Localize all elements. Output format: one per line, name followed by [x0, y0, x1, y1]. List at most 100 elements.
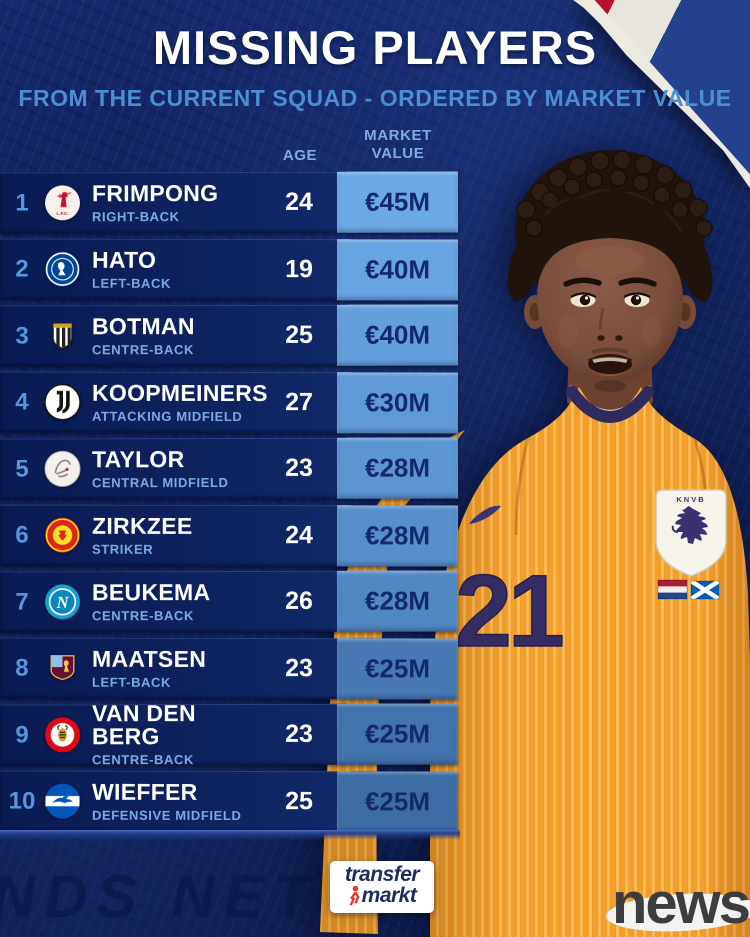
player-age: 23 — [285, 453, 313, 482]
player-age: 25 — [285, 786, 313, 815]
ajax-badge-icon — [44, 450, 81, 487]
table-row: 4 KOOPMEINERS ATTACKING MIDFIELD 27 €30M — [0, 371, 459, 433]
column-header-market-value: MARKET VALUE — [364, 127, 432, 162]
player-info: KOOPMEINERS ATTACKING MIDFIELD — [81, 378, 268, 424]
player-name: MAATSEN — [91, 644, 207, 671]
transfermarkt-logo: transfer markt — [330, 861, 434, 913]
player-info: TAYLOR CENTRAL MIDFIELD — [81, 445, 261, 490]
nike-swoosh-icon — [469, 505, 501, 524]
player-age: 24 — [285, 187, 313, 216]
brentford-badge-icon — [44, 716, 81, 753]
svg-text:L.F.C.: L.F.C. — [56, 211, 68, 216]
market-value-cell: €25M — [336, 637, 459, 699]
player-age: 23 — [285, 653, 313, 682]
player-age: 24 — [285, 520, 313, 549]
player-photo: 21 KNVB — [280, 140, 750, 937]
hair-twists — [516, 150, 713, 237]
player-info: FRIMPONG RIGHT-BACK — [81, 179, 261, 224]
market-value-cell: €25M — [336, 770, 459, 832]
table-row: 7 N BEUKEMA CENTRE-BACK 26 €28M — [0, 570, 459, 633]
table-bottom-edge — [0, 830, 460, 840]
napoli-badge-icon: N — [44, 583, 81, 620]
svg-text:KNVB: KNVB — [676, 495, 705, 504]
player-position: CENTRAL MIDFIELD — [92, 474, 229, 490]
brighton-badge-icon — [44, 782, 81, 819]
market-value-cell: €45M — [336, 171, 459, 233]
player-name: FRIMPONG — [91, 179, 219, 206]
player-info: BEUKEMA CENTRE-BACK — [81, 579, 261, 623]
aston-villa-badge-icon — [44, 649, 81, 686]
player-age: 25 — [285, 320, 313, 349]
player-info: BOTMAN CENTRE-BACK — [81, 312, 261, 357]
player-name: BOTMAN — [91, 312, 195, 339]
table-row: 3 BOTMAN CENTRE-BACK 25 €40M — [0, 304, 459, 367]
liverpool-badge-icon: L.F.C. — [44, 184, 81, 221]
table-row: 10 WIEFFER DEFENSIVE MIDFIELD 25 €25M — [0, 770, 459, 832]
watermark-text: NDS NET — [0, 863, 319, 930]
netherlands-flag-icon — [657, 579, 688, 600]
rank-number: 5 — [15, 454, 29, 482]
player-position: CENTRE-BACK — [92, 341, 194, 357]
player-name: TAYLOR — [91, 445, 185, 472]
rank-number: 1 — [15, 188, 29, 216]
table-row: 5 TAYLOR CENTRAL MIDFIELD 23 €28M — [0, 437, 459, 500]
chelsea-badge-icon — [44, 250, 81, 287]
transfermarkt-logo-text-top: transfer — [344, 863, 420, 886]
player-name: WIEFFER — [91, 777, 198, 804]
market-value-cell: €28M — [336, 570, 459, 632]
player-name: VAN DEN BERG — [91, 700, 196, 750]
man-united-badge-icon — [44, 516, 81, 553]
table-row: 9 VAN DEN BERG CENTRE-BACK 23 €25M — [0, 700, 459, 767]
players-table: 1 L.F.C. FRIMPONG RIGHT-BACK 24 €45M 2 H… — [0, 171, 459, 837]
player-position: RIGHT-BACK — [92, 208, 180, 224]
newcastle-badge-icon — [44, 317, 81, 354]
scotland-flag-icon — [690, 580, 720, 600]
player-age: 23 — [285, 719, 313, 748]
rank-number: 6 — [15, 520, 29, 548]
player-head — [507, 150, 713, 392]
player-age: 19 — [285, 254, 313, 283]
player-name: KOOPMEINERS — [91, 378, 268, 406]
rank-number: 9 — [15, 720, 29, 748]
market-value-cell: €28M — [336, 437, 459, 499]
player-position: DEFENSIVE MIDFIELD — [91, 806, 242, 823]
knvb-crest-icon: KNVB — [655, 489, 727, 577]
player-position: ATTACKING MIDFIELD — [91, 407, 243, 424]
player-name: HATO — [91, 245, 157, 272]
market-value-cell: €28M — [336, 504, 459, 566]
player-info: ZIRKZEE STRIKER — [81, 511, 261, 556]
news-logo: news — [600, 871, 750, 937]
table-row: 1 L.F.C. FRIMPONG RIGHT-BACK 24 €45M — [0, 171, 459, 234]
player-illustration: 21 KNVB — [320, 150, 750, 937]
shirt-number: 21 — [455, 554, 562, 668]
market-value-cell: €30M — [336, 371, 459, 433]
rank-number: 2 — [15, 254, 29, 282]
page-subtitle: FROM THE CURRENT SQUAD - ORDERED BY MARK… — [18, 85, 732, 111]
dutch-flag-corner — [482, 0, 750, 198]
transfermarkt-player-icon — [349, 885, 360, 906]
page-title: MISSING PLAYERS — [152, 21, 598, 74]
table-row: 8 MAATSEN LEFT-BACK 23 €25M — [0, 637, 459, 699]
market-value-cell: €25M — [336, 703, 459, 765]
juventus-badge-icon — [44, 383, 81, 420]
rank-number: 10 — [8, 786, 36, 814]
player-name: ZIRKZEE — [91, 511, 193, 538]
jersey-collar — [566, 386, 654, 423]
player-position: LEFT-BACK — [91, 673, 172, 689]
rank-number: 7 — [15, 587, 29, 615]
rank-number: 8 — [15, 653, 29, 681]
player-age: 27 — [285, 387, 313, 416]
player-position: STRIKER — [91, 540, 154, 556]
table-row: 2 HATO LEFT-BACK 19 €40M — [0, 238, 459, 300]
table-row: 6 ZIRKZEE STRIKER 24 €28M — [0, 504, 459, 566]
market-value-cell: €40M — [336, 304, 459, 366]
news-logo-text: news — [612, 871, 750, 936]
player-info: MAATSEN LEFT-BACK — [81, 644, 261, 689]
player-info: HATO LEFT-BACK — [81, 245, 261, 290]
player-position: LEFT-BACK — [91, 274, 172, 290]
market-value-cell: €40M — [336, 238, 459, 300]
rank-number: 3 — [15, 321, 29, 349]
player-info: VAN DEN BERG CENTRE-BACK — [81, 700, 261, 767]
player-info: WIEFFER DEFENSIVE MIDFIELD — [81, 777, 261, 823]
